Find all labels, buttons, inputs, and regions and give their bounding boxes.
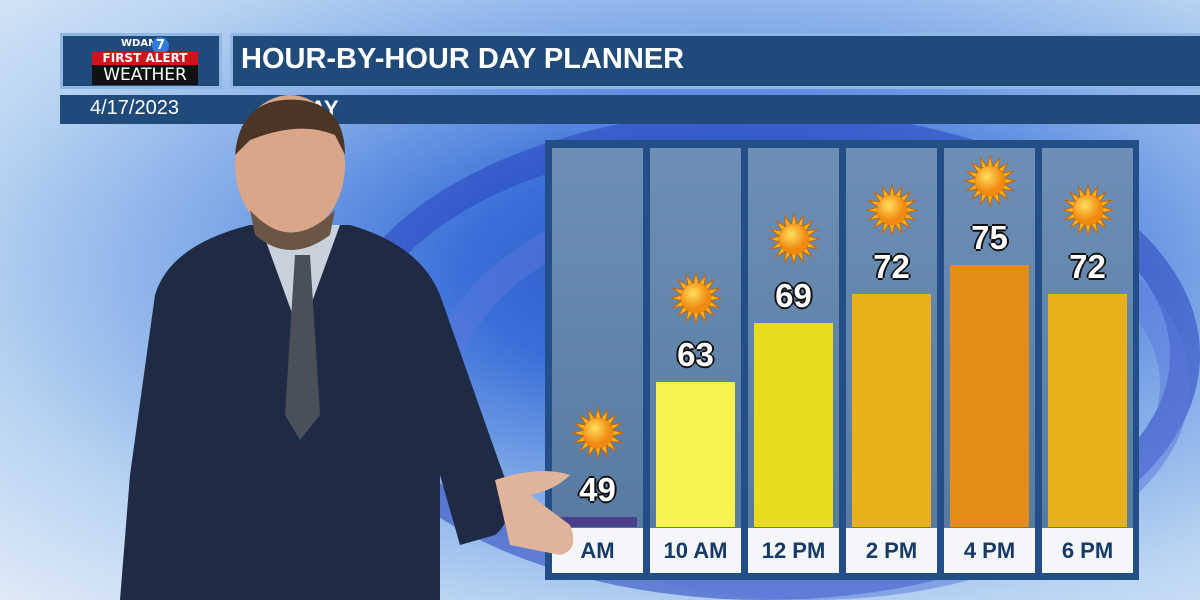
time-label: 2 PM [846, 528, 937, 573]
temperature-bar [754, 323, 833, 527]
temperature-bar [950, 265, 1029, 527]
temperature-value: 72 [1069, 248, 1106, 286]
chart-column: 75 4 PM [944, 148, 1035, 573]
presenter [120, 95, 574, 600]
temperature-value: 72 [873, 248, 910, 286]
temperature-bar [558, 517, 637, 527]
hourly-chart: 49 AM 63 10 AM 69 12 PM 72 2 PM 75 4 PM 72 6 PM [545, 140, 1139, 580]
chart-column: 69 12 PM [748, 148, 839, 573]
chart-column: 72 6 PM [1042, 148, 1133, 573]
title-banner: HOUR-BY-HOUR DAY PLANNER [230, 33, 1200, 89]
station-logo: WDAM 7 FIRST ALERT WEATHER [60, 33, 222, 89]
page-title: HOUR-BY-HOUR DAY PLANNER [241, 43, 685, 75]
sun-icon [571, 406, 625, 461]
logo-channel: 7 [152, 37, 169, 54]
temperature-bar [852, 294, 931, 527]
time-label: 10 AM [650, 528, 741, 573]
time-label: 6 PM [1042, 528, 1133, 573]
chart-column: 63 10 AM [650, 148, 741, 573]
temperature-value: 69 [775, 277, 812, 315]
time-label: 12 PM [748, 528, 839, 573]
logo-weather: WEATHER [92, 65, 198, 85]
date: 4/17/2023 [90, 97, 179, 119]
logo-station: WDAM [121, 38, 159, 49]
temperature-value: 49 [579, 471, 616, 509]
chart-column: 72 2 PM [846, 148, 937, 573]
temperature-bar [656, 381, 735, 527]
temperature-value: 63 [677, 335, 714, 373]
sun-icon [767, 212, 821, 267]
sun-icon [1061, 183, 1115, 238]
logo-first-alert: FIRST ALERT [92, 52, 198, 65]
sun-icon [963, 154, 1017, 209]
sun-icon [865, 183, 919, 238]
temperature-bar [1048, 294, 1127, 527]
sun-icon [669, 270, 723, 325]
time-label: 4 PM [944, 528, 1035, 573]
temperature-value: 75 [971, 219, 1008, 257]
